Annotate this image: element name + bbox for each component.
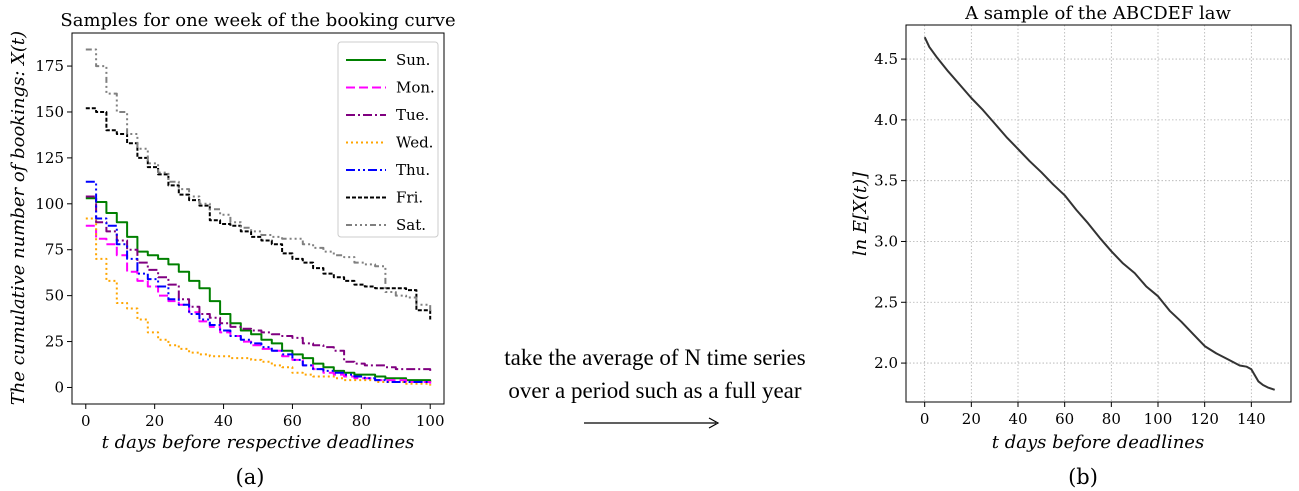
y-tick-label: 2.0 [874, 354, 898, 372]
y-tick-label: 2.5 [874, 293, 898, 311]
chart-b-title: A sample of the ABCDEF law [964, 3, 1231, 24]
legend-box [337, 41, 439, 238]
chart-a-legend: Sun. Mon. Tue. Wed. Thu. Fri. Sat. [337, 41, 439, 238]
y-tick-label: 175 [35, 57, 64, 75]
x-tick-label: 140 [1237, 410, 1266, 428]
x-tick-label: 40 [214, 412, 233, 430]
y-tick-label: 75 [45, 241, 64, 259]
legend-label: Fri. [396, 189, 423, 207]
chart-a-frame [71, 32, 445, 405]
y-tick-label: 50 [45, 287, 64, 305]
legend-label: Tue. [396, 106, 429, 124]
x-tick-label: 80 [1102, 410, 1121, 428]
chart-a-title: Samples for one week of the booking curv… [60, 10, 455, 31]
chart-b-ylabel: ln E[X(t)] [850, 171, 871, 256]
series-line-sun [85, 197, 432, 382]
y-tick-label: 0 [54, 378, 64, 396]
x-tick-label: 60 [1055, 410, 1074, 428]
y-tick-label: 100 [35, 195, 64, 213]
chart-b-frame [905, 24, 1292, 403]
arrow-head [708, 417, 720, 429]
y-tick-label: 3.5 [874, 172, 898, 190]
legend-label: Wed. [396, 134, 433, 152]
y-tick-label: 150 [35, 103, 64, 121]
caption-b: (b) [1068, 465, 1098, 489]
chart-a-ylabel: The cumulative number of bookings: X(t) [8, 31, 29, 405]
chart-b: 0 20 40 60 80 100 120 140 2.0 2.5 3.0 3.5 4.0 4.5 A s… [850, 3, 1292, 489]
x-tick-label: 0 [920, 410, 930, 428]
chart-b-ticks: 0 20 40 60 80 100 120 140 2.0 2.5 3.0 3.5 4.0 4.5 [874, 50, 1266, 428]
series-line-thu [85, 180, 431, 383]
y-tick-label: 4.5 [874, 50, 898, 68]
caption-a: (a) [236, 465, 265, 489]
y-tick-label: 125 [35, 149, 64, 167]
y-tick-label: 25 [45, 333, 64, 351]
chart-a-ticks: 0 20 40 60 80 100 0 25 50 75 100 125 150 175 [35, 57, 444, 430]
middle-text-line-1: take the average of N time series [504, 345, 806, 370]
x-tick-label: 100 [416, 412, 445, 430]
series-line-sat [85, 48, 432, 314]
chart-b-lines [923, 36, 1276, 391]
chart-a-lines [85, 48, 432, 386]
x-tick-label: 60 [283, 412, 302, 430]
legend-label: Sat. [396, 216, 426, 234]
x-tick-label: 120 [1190, 410, 1219, 428]
x-tick-label: 20 [962, 410, 981, 428]
arrow [584, 417, 720, 429]
chart-b-xlabel: t days before deadlines [992, 432, 1204, 453]
chart-a-xlabel: t days before respective deadlines [102, 432, 415, 453]
x-tick-label: 80 [352, 412, 371, 430]
x-tick-label: 40 [1008, 410, 1027, 428]
middle-text-line-2: over a period such as a full year [508, 378, 802, 403]
legend-label: Sun. [396, 51, 430, 69]
y-tick-label: 3.0 [874, 232, 898, 250]
series-line-fri [85, 107, 432, 320]
series-line-mean [923, 36, 1276, 391]
x-tick-label: 20 [145, 412, 164, 430]
legend-label: Mon. [396, 79, 435, 97]
legend-label: Thu. [396, 161, 430, 179]
y-tick-label: 4.0 [874, 111, 898, 129]
series-line-tue [85, 195, 432, 371]
chart-b-grid [906, 25, 1291, 402]
x-tick-label: 100 [1144, 410, 1173, 428]
x-tick-label: 0 [81, 412, 91, 430]
chart-a: 0 20 40 60 80 100 0 25 50 75 100 125 150 175 Samples … [8, 10, 456, 489]
